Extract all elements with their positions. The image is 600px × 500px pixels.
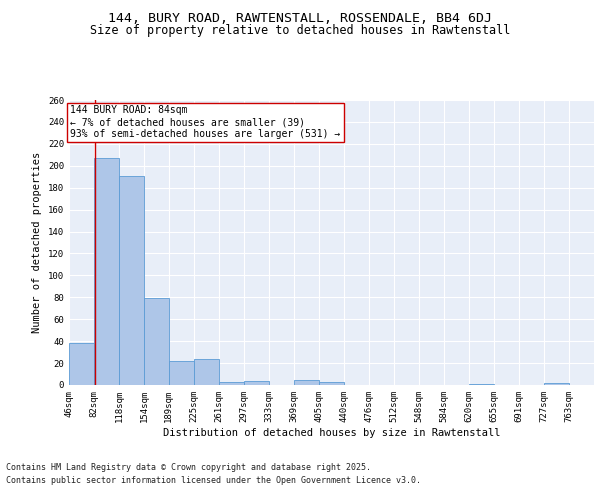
X-axis label: Distribution of detached houses by size in Rawtenstall: Distribution of detached houses by size … [163,428,500,438]
Bar [194,358,219,385]
Bar [119,176,144,385]
Text: 144, BURY ROAD, RAWTENSTALL, ROSSENDALE, BB4 6DJ: 144, BURY ROAD, RAWTENSTALL, ROSSENDALE,… [108,12,492,26]
Bar [319,382,344,385]
Text: Contains public sector information licensed under the Open Government Licence v3: Contains public sector information licen… [6,476,421,485]
Text: 144 BURY ROAD: 84sqm
← 7% of detached houses are smaller (39)
93% of semi-detach: 144 BURY ROAD: 84sqm ← 7% of detached ho… [70,106,341,138]
Bar [294,380,319,385]
Bar [69,344,94,385]
Bar [469,384,494,385]
Text: Contains HM Land Registry data © Crown copyright and database right 2025.: Contains HM Land Registry data © Crown c… [6,464,371,472]
Bar [244,380,269,385]
Y-axis label: Number of detached properties: Number of detached properties [32,152,43,333]
Bar [219,382,244,385]
Text: Size of property relative to detached houses in Rawtenstall: Size of property relative to detached ho… [90,24,510,37]
Bar [144,298,169,385]
Bar [94,158,119,385]
Bar [544,383,569,385]
Bar [169,361,194,385]
